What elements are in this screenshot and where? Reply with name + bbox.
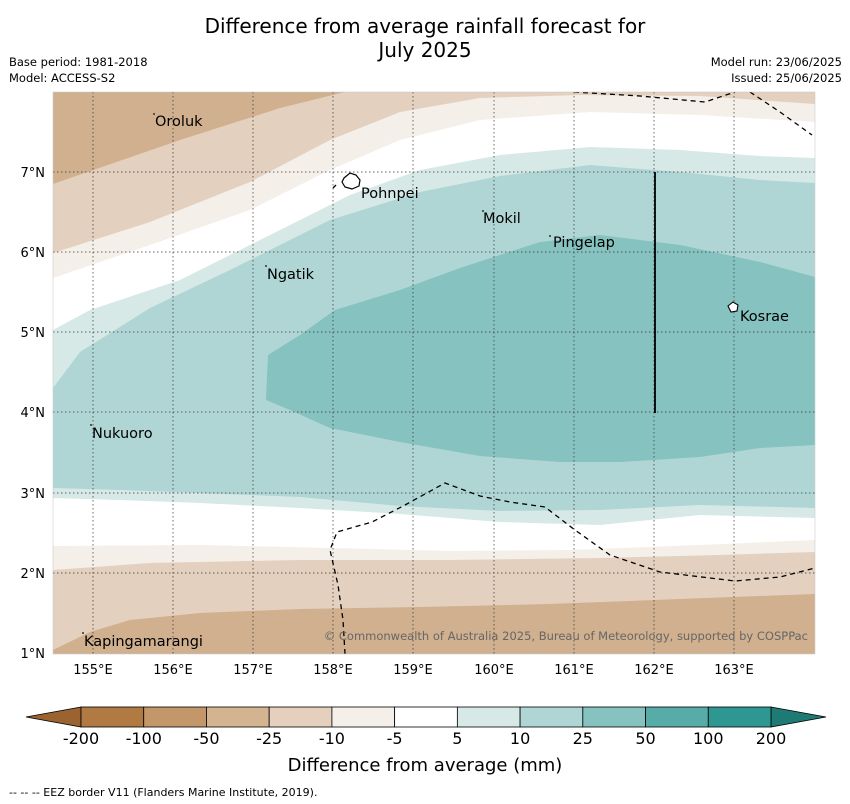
colorbar-title: Difference from average (mm) — [287, 755, 563, 776]
chart-title: Difference from average rainfall forecas… — [0, 14, 850, 62]
label-kapingamarangi: Kapingamarangi — [84, 634, 203, 650]
colorbar-tick-label: 100 — [692, 729, 724, 748]
label-nukuoro: Nukuoro — [92, 426, 153, 442]
model-name: Model: ACCESS-S2 — [9, 71, 116, 85]
colorbar-swatch — [268, 706, 333, 728]
colorbar-extend-low — [25, 706, 82, 728]
colorbar-extend-high — [770, 706, 827, 728]
colorbar-swatch — [582, 706, 646, 728]
colorbar-tick-label: 5 — [452, 729, 463, 748]
lat-tick-label: 2°N — [21, 567, 46, 582]
label-mokil: Mokil — [483, 211, 521, 227]
colorbar-tick-label: 50 — [635, 729, 656, 748]
label-pingelap: Pingelap — [553, 235, 615, 251]
colorbar-tick-label: -200 — [62, 729, 100, 748]
colorbar-swatch — [143, 706, 207, 728]
lat-tick-label: 3°N — [21, 487, 46, 502]
lon-tick-label: 157°E — [233, 663, 273, 678]
lat-tick-label: 4°N — [21, 406, 46, 421]
label-pohnpei: Pohnpei — [361, 186, 419, 202]
model-run: Model run: 23/06/2025 — [710, 55, 842, 69]
lon-tick-label: 163°E — [714, 663, 754, 678]
eez-border — [329, 92, 815, 654]
lon-tick-label: 155°E — [73, 663, 113, 678]
kosrae-island-icon — [727, 301, 739, 313]
label-oroluk: Oroluk — [155, 114, 203, 130]
south-band-dark — [53, 594, 815, 654]
title-line-1: Difference from average rainfall forecas… — [204, 14, 646, 38]
colorbar-tick-label: 200 — [755, 729, 787, 748]
wet-band-25-50 — [266, 235, 815, 462]
lat-tick-label: 5°N — [21, 326, 46, 341]
colorbar-swatch — [645, 706, 709, 728]
colorbar-swatch — [331, 706, 396, 728]
colorbar-tick-label: 10 — [509, 729, 531, 748]
atoll-markers — [82, 113, 551, 634]
place-labels: Oroluk Pohnpei Mokil Pingelap Ngatik Kos… — [84, 114, 789, 650]
label-kosrae: Kosrae — [740, 309, 789, 325]
colorbar-tick-label: -5 — [386, 729, 403, 748]
label-ngatik: Ngatik — [267, 267, 315, 283]
lat-tick-label: 1°N — [21, 647, 46, 662]
map-frame — [52, 91, 816, 655]
run-info: Model run: 23/06/2025 Issued: 25/06/2025 — [711, 54, 842, 86]
colorbar-tick-label: 25 — [572, 729, 593, 748]
colorbar-tick-label: -10 — [318, 729, 345, 748]
issued-date: Issued: 25/06/2025 — [731, 71, 842, 85]
colorbar-tick-label: -100 — [125, 729, 162, 748]
lon-tick-label: 156°E — [153, 663, 193, 678]
model-info: Base period: 1981-2018 Model: ACCESS-S2 — [9, 54, 148, 86]
lat-tick-label: 6°N — [21, 246, 46, 261]
colorbar — [25, 706, 827, 728]
lon-tick-label: 160°E — [474, 663, 514, 678]
eez-legend-note: -- -- -- EEZ border V11 (Flanders Marine… — [9, 786, 318, 799]
lon-tick-label: 158°E — [313, 663, 353, 678]
colorbar-swatch — [206, 706, 270, 728]
base-period: Base period: 1981-2018 — [9, 55, 148, 69]
colorbar-tick-label: -25 — [256, 729, 283, 748]
contour-fields — [53, 92, 815, 654]
pohnpei-island-icon — [341, 172, 361, 190]
latitude-axis: 7°N 6°N 5°N 4°N 3°N 2°N 1°N — [21, 166, 46, 662]
colorbar-tick-label: -50 — [193, 729, 220, 748]
north-band-dark — [53, 92, 345, 184]
lat-tick-label: 7°N — [21, 166, 46, 181]
title-line-2: July 2025 — [378, 38, 472, 62]
lon-tick-label: 161°E — [554, 663, 594, 678]
lon-tick-label: 162°E — [634, 663, 674, 678]
colorbar-swatch — [707, 706, 772, 728]
copyright-notice: © Commonwealth of Australia 2025, Bureau… — [324, 629, 808, 643]
colorbar-swatch — [394, 706, 458, 728]
colorbar-swatch — [456, 706, 521, 728]
colorbar-swatch — [80, 706, 145, 728]
lon-tick-label: 159°E — [393, 663, 433, 678]
north-band-mid — [53, 92, 815, 253]
longitude-axis: 155°E 156°E 157°E 158°E 159°E 160°E 161°… — [73, 663, 754, 678]
colorbar-swatch — [519, 706, 584, 728]
